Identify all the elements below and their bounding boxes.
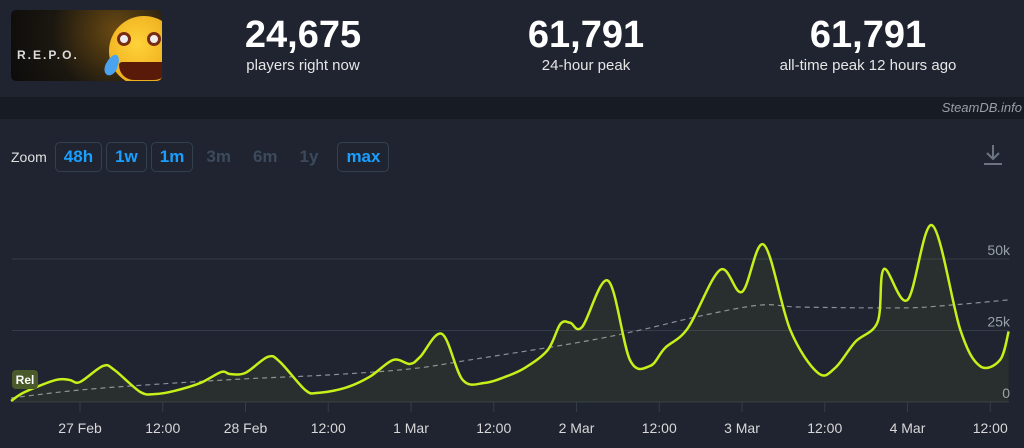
x-tick-label: 12:00	[311, 420, 346, 436]
x-tick-label: 4 Mar	[890, 420, 926, 436]
zoom-1w-button[interactable]: 1w	[106, 142, 147, 172]
zoom-48h-button[interactable]: 48h	[54, 142, 103, 172]
game-logo[interactable]: R.E.P.O.	[11, 10, 162, 81]
stat-all-time-peak: 61,791 all-time peak 12 hours ago	[748, 14, 988, 74]
divider-band	[0, 97, 1024, 119]
zoom-6m-button: 6m	[244, 142, 287, 172]
stat-label: all-time peak 12 hours ago	[779, 57, 957, 74]
stat-value: 24,675	[244, 14, 362, 56]
x-tick-label: 12:00	[807, 420, 842, 436]
player-count-chart: 0 25k 50k 27 Feb 12:00 28 Feb 12:00 1 Mar 12:00 2…	[10, 224, 1011, 436]
zoom-label: Zoom	[11, 149, 47, 165]
x-tick-label: 12:00	[642, 420, 677, 436]
stat-value: 61,791	[809, 14, 927, 56]
x-tick-label: 12:00	[973, 420, 1008, 436]
download-icon[interactable]	[982, 143, 1004, 167]
logo-mouth	[119, 62, 162, 80]
zoom-3m-button: 3m	[197, 142, 240, 172]
logo-eye	[117, 32, 131, 46]
logo-text: R.E.P.O.	[17, 48, 79, 62]
zoom-1m-button[interactable]: 1m	[150, 142, 194, 172]
x-tick-label: 3 Mar	[724, 420, 760, 436]
zoom-1y-button: 1y	[291, 142, 328, 172]
x-tick-label: 28 Feb	[224, 420, 268, 436]
release-flag	[12, 370, 38, 389]
x-tick-label: 2 Mar	[559, 420, 595, 436]
x-tick-label: 27 Feb	[58, 420, 102, 436]
average-line	[10, 299, 1009, 399]
zoom-max-button[interactable]: max	[337, 142, 390, 172]
header: R.E.P.O. 24,675 players right now 61,791…	[0, 0, 1024, 97]
y-tick-label: 50k	[987, 242, 1011, 258]
stat-24h-peak: 61,791 24-hour peak	[466, 14, 706, 74]
watermark: SteamDB.info	[941, 100, 1022, 115]
players-line	[10, 224, 1010, 403]
zoom-controls: Zoom 48h 1w 1m 3m 6m 1y max	[11, 142, 390, 172]
y-tick-label: 25k	[987, 314, 1011, 330]
logo-eye	[147, 32, 161, 46]
x-tick-label: 12:00	[145, 420, 180, 436]
stat-label: players right now	[246, 57, 360, 74]
stat-label: 24-hour peak	[541, 57, 631, 74]
stat-current: 24,675 players right now	[183, 14, 423, 74]
y-tick-label: 0	[1002, 385, 1010, 401]
players-area	[11, 225, 1009, 402]
stat-value: 61,791	[527, 14, 645, 56]
release-flag-label: Rel	[16, 373, 35, 387]
x-tick-label: 1 Mar	[393, 420, 429, 436]
x-tick-label: 12:00	[476, 420, 511, 436]
